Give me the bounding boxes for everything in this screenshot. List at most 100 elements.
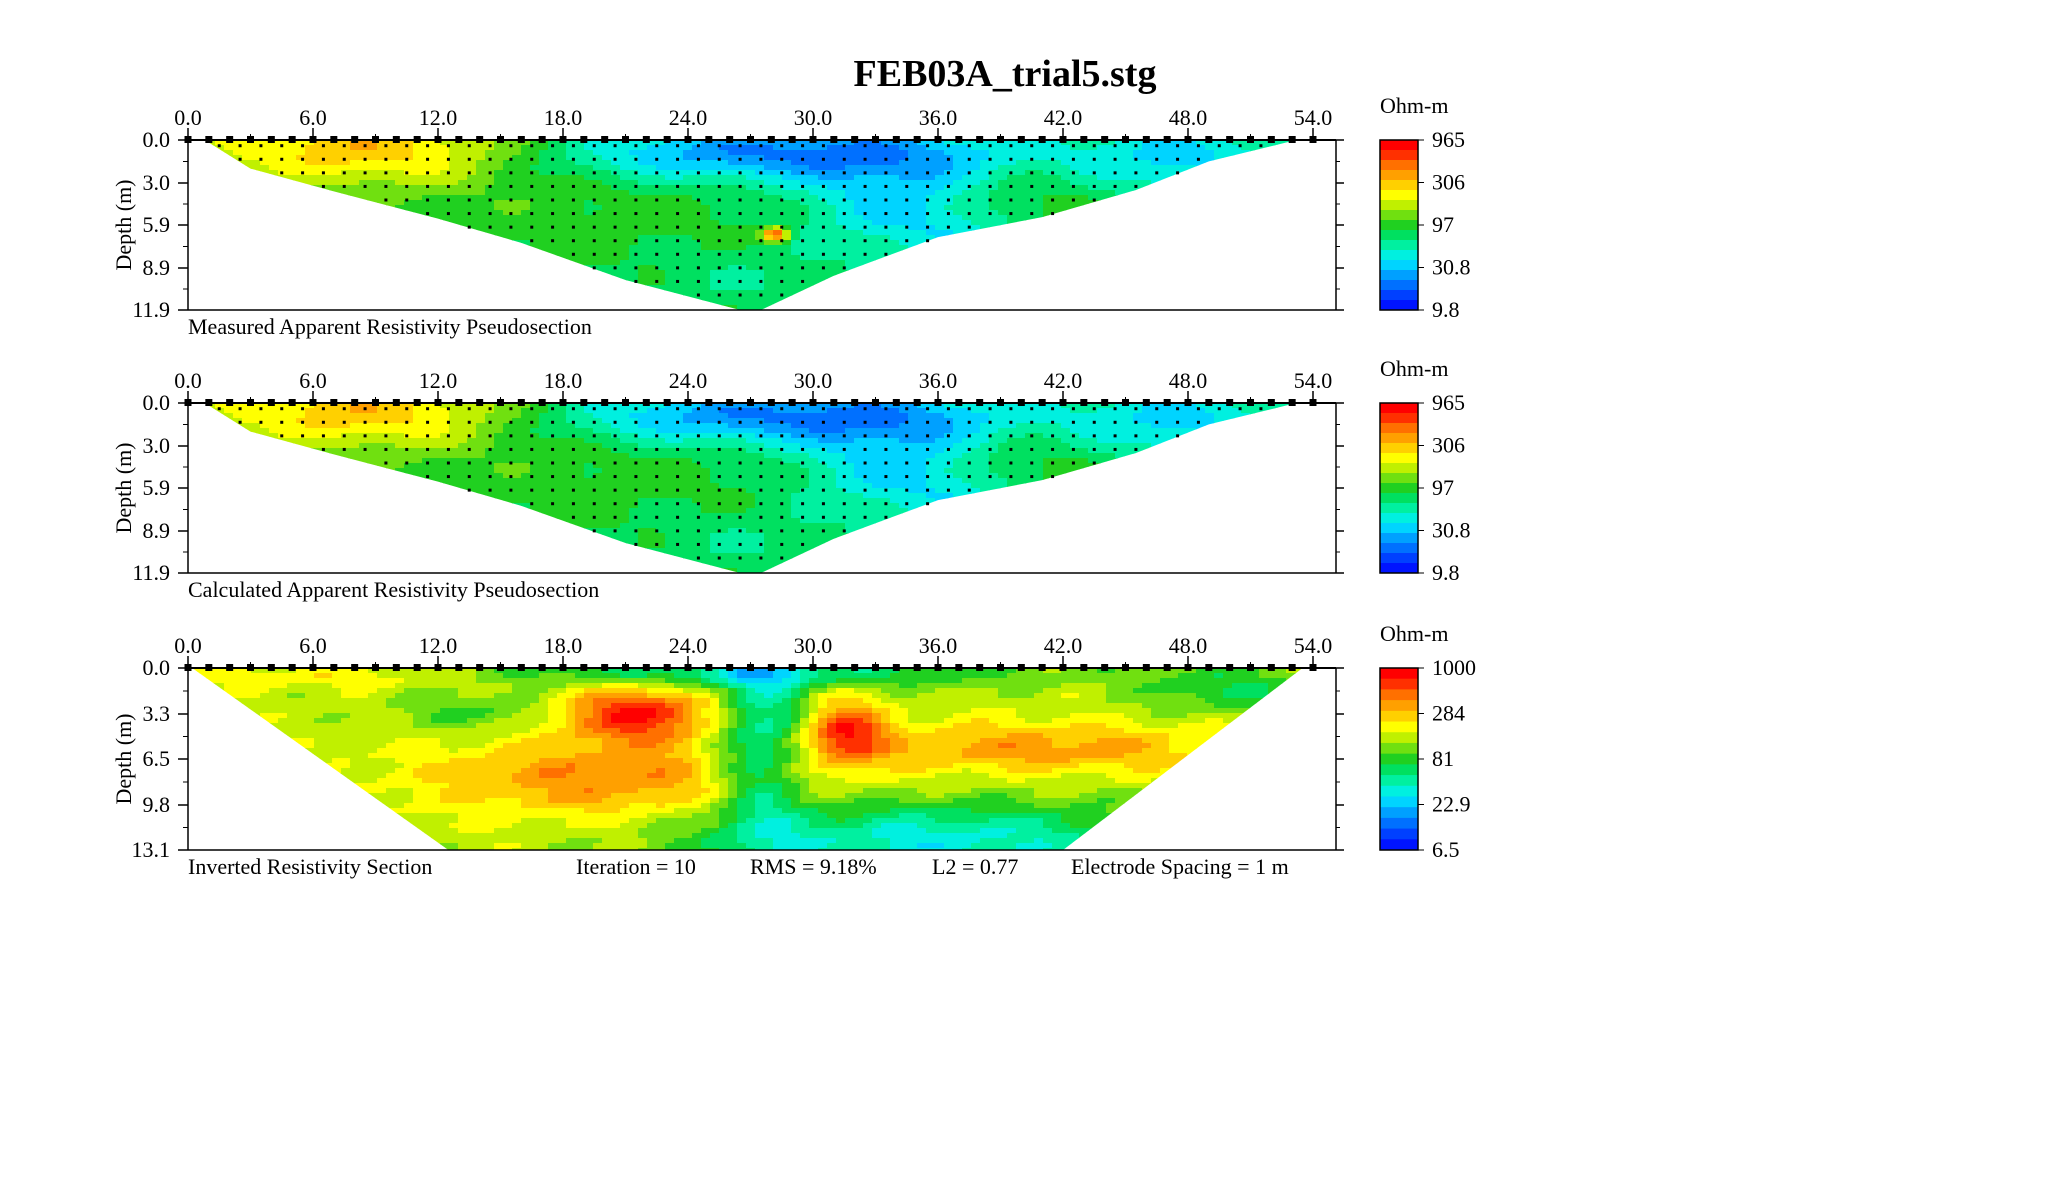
heat-cell [476,300,486,306]
heat-cell [845,210,855,216]
datum-point [634,184,638,188]
heat-cell [1268,220,1278,226]
heat-cell [359,300,369,306]
heat-cell [224,488,234,494]
heat-cell [413,280,423,286]
heat-cell [1052,245,1062,251]
heat-cell [584,235,594,241]
heat-cell [737,200,747,206]
heat-cell [593,270,603,276]
heat-cell [980,160,990,166]
heat-cell [980,290,990,296]
heat-cell [710,255,720,261]
heat-cell [1106,235,1116,241]
heat-cell [242,553,252,559]
heat-cell [204,418,207,424]
heat-cell [242,473,252,479]
heat-cell [485,195,495,201]
heat-cell [863,175,873,181]
heat-cell [1097,300,1107,306]
heat-cell [269,265,279,271]
heat-cell [287,240,297,246]
heat-cell [1052,250,1062,256]
heat-cell [431,285,441,291]
heat-cell [629,215,639,221]
heat-cell [710,200,720,206]
datum-point [967,184,971,188]
heat-cell [746,255,756,261]
heat-cell [872,160,882,166]
heat-cell [413,240,423,246]
heat-cell [701,210,711,216]
heat-cell [728,200,738,206]
heat-cell [1268,240,1278,246]
heat-cell [386,145,396,151]
heat-cell [1196,170,1206,176]
heat-cell [1160,165,1170,171]
heat-cell [665,160,675,166]
heat-cell [206,300,216,306]
heat-cell [467,200,477,206]
heat-cell [593,220,603,226]
heat-cell [665,215,675,221]
heat-cell [215,265,225,271]
datum-point [551,184,555,188]
datum-point [696,239,700,243]
heat-cell [269,235,279,241]
heat-cell [719,255,729,261]
heat-cell [1286,235,1296,241]
heat-cell [476,170,486,176]
heat-cell [1205,265,1215,271]
heat-cell [1106,170,1116,176]
heat-cell [584,290,594,296]
heat-cell [728,290,738,296]
heat-cell [1124,265,1134,271]
datum-point [655,144,659,148]
heat-cell [1268,235,1278,241]
heat-cell [512,165,522,171]
heat-cell [710,205,720,211]
x-tick-label: 54.0 [1294,105,1333,130]
heat-cell [341,285,351,291]
heat-cell [1304,240,1314,246]
heat-cell [1232,235,1242,241]
heat-cell [872,265,882,271]
heat-cell [1115,265,1125,271]
heat-cell [422,215,432,221]
heat-cell [863,155,873,161]
heat-cell [1286,275,1296,281]
heat-cell [296,280,306,286]
heat-cell [251,428,261,434]
heat-cell [998,200,1008,206]
heat-cell [1115,175,1125,181]
heat-cell [485,160,495,166]
heat-cell [971,155,981,161]
heat-cell [350,285,360,291]
heat-cell [188,150,198,156]
datum-point [613,225,617,229]
heat-cell [1169,150,1179,156]
heat-cell [188,215,198,221]
heat-cell [1232,190,1242,196]
heat-cell [980,230,990,236]
heat-cell [809,155,819,161]
heat-cell [467,265,477,271]
heat-cell [341,265,351,271]
heat-cell [233,448,243,454]
heat-cell [204,423,207,429]
heat-cell [665,200,675,206]
heat-cell [881,215,891,221]
heat-cell [890,270,900,276]
heat-cell [890,175,900,181]
heat-cell [530,280,540,286]
heat-cell [1088,270,1098,276]
heat-cell [1016,285,1026,291]
heat-cell [467,255,477,261]
heat-cell [1070,200,1080,206]
heat-cell [1043,245,1053,251]
heat-cell [962,225,972,231]
heat-cell [737,240,747,246]
heat-cell [782,185,792,191]
heat-cell [773,245,783,251]
heat-cell [872,170,882,176]
